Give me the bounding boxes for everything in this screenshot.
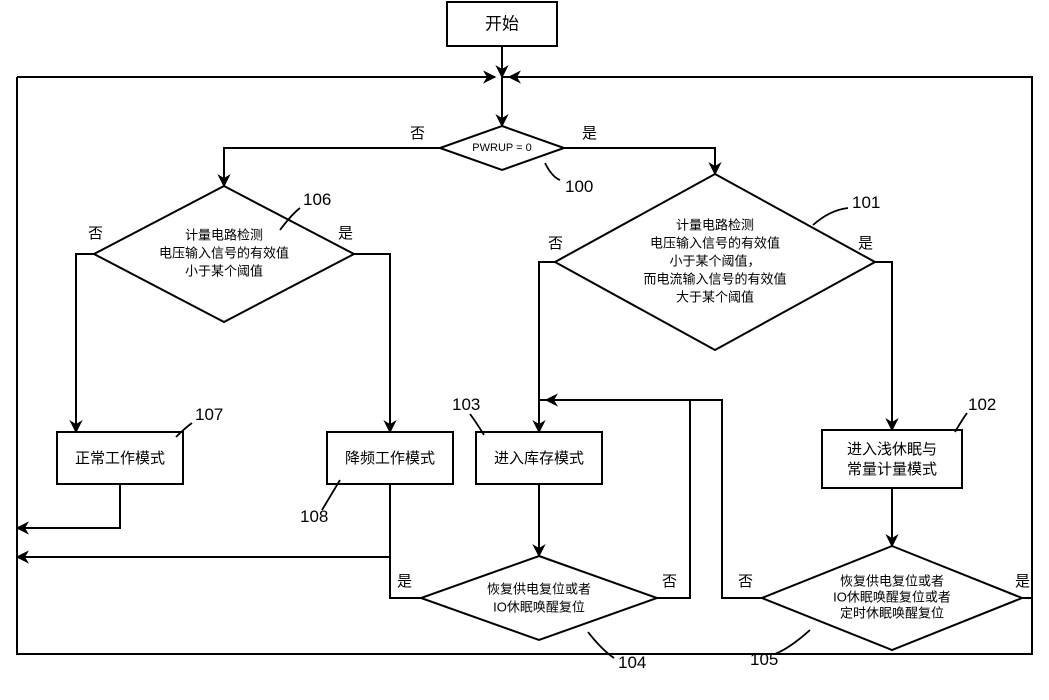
edge-r108-loop [17, 484, 390, 557]
edge-d101-yes [875, 262, 892, 430]
node-d101-l1: 计量电路检测 [676, 217, 754, 232]
label-d101-yes: 是 [858, 235, 873, 252]
ref-105: 105 [750, 650, 778, 669]
node-d101-l4: 而电流输入信号的有效值 [643, 271, 786, 286]
node-r102-l1: 进入浅休眠与 [847, 441, 937, 458]
node-d105-l1: 恢复供电复位或者 [840, 573, 944, 588]
node-r102 [822, 430, 962, 488]
node-d100-label: PWRUP = 0 [472, 142, 531, 154]
leader-100 [545, 163, 560, 180]
label-d106-yes: 是 [338, 225, 353, 242]
label-d101-no: 否 [548, 235, 563, 252]
leader-101 [813, 208, 848, 225]
node-d104 [421, 556, 657, 640]
node-d106-l3: 小于某个阈值 [185, 263, 263, 278]
ref-100: 100 [565, 177, 593, 196]
label-d100-no: 否 [410, 125, 425, 142]
node-d104-l2: IO休眠唤醒复位 [493, 599, 585, 614]
ref-106: 106 [303, 190, 331, 209]
edge-d100-yes [564, 148, 715, 174]
node-d106-l1: 计量电路检测 [185, 227, 263, 242]
label-d105-yes: 是 [1015, 573, 1030, 590]
ref-103: 103 [452, 395, 480, 414]
node-d101-l3: 小于某个阈值， [669, 253, 760, 268]
node-start-label: 开始 [485, 14, 519, 33]
node-d105-l2: IO休眠唤醒复位或者 [833, 589, 951, 604]
node-d104-l1: 恢复供电复位或者 [487, 581, 591, 596]
node-r108-label: 降频工作模式 [345, 450, 435, 467]
node-d101-l2: 电压输入信号的有效值 [650, 235, 780, 250]
leader-105 [775, 630, 810, 654]
node-d105-l3: 定时休眠唤醒复位 [840, 605, 944, 620]
node-r103-label: 进入库存模式 [494, 450, 584, 467]
ref-108: 108 [300, 507, 328, 526]
edge-d106-no [76, 254, 94, 432]
node-r107-label: 正常工作模式 [75, 450, 165, 467]
node-d101-l5: 大于某个阈值 [676, 289, 754, 304]
ref-104: 104 [618, 653, 646, 672]
flowchart-canvas: 开始 PWRUP = 0 100 否 是 计量电路检测 电压输入信号的有效值 小… [0, 0, 1049, 700]
ref-101: 101 [852, 193, 880, 212]
node-r102-l2: 常量计量模式 [847, 461, 937, 478]
label-d106-no: 否 [88, 225, 103, 242]
edge-r107-loop [17, 484, 120, 528]
label-d104-yes: 是 [397, 573, 412, 590]
label-d105-no: 否 [738, 573, 753, 590]
ref-102: 102 [968, 395, 996, 414]
edge-d105-no [546, 400, 762, 598]
label-d104-no: 否 [662, 573, 677, 590]
edge-d100-no [224, 148, 440, 186]
edge-d101-no [539, 262, 555, 432]
label-d100-yes: 是 [582, 125, 597, 142]
node-d106-l2: 电压输入信号的有效值 [159, 245, 289, 260]
edge-d106-yes [354, 254, 390, 432]
ref-107: 107 [195, 405, 223, 424]
